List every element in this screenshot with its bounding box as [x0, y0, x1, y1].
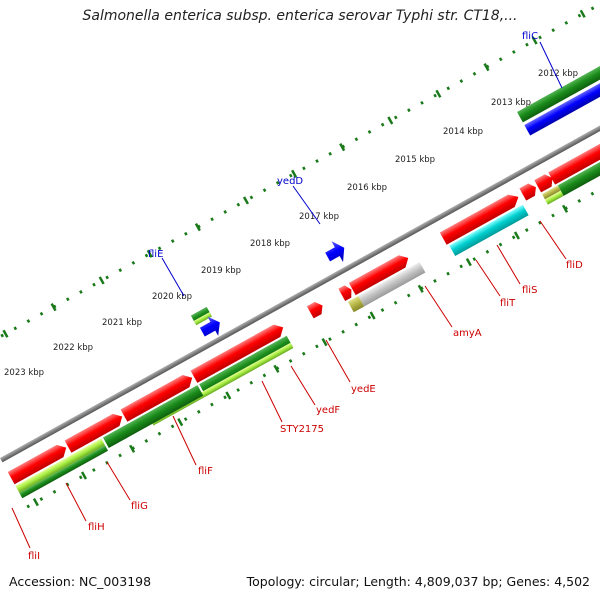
- tick-label-2022: 2022 kbp: [53, 343, 93, 353]
- major-tick: [513, 231, 520, 240]
- label-STY2175[interactable]: STY2175: [280, 424, 324, 435]
- major-tick: [369, 311, 376, 320]
- gene-fliD[interactable]: [548, 125, 600, 197]
- tick-label-2012: 2012 kbp: [538, 69, 578, 79]
- label-fliT[interactable]: fliT: [500, 298, 516, 309]
- label-fliE[interactable]: fliE: [148, 249, 163, 260]
- major-tick: [531, 36, 538, 45]
- tick-label-2016: 2016 kbp: [347, 183, 387, 193]
- tick-label-2017: 2017 kbp: [299, 212, 339, 222]
- major-tick: [579, 9, 586, 18]
- major-tick: [177, 418, 184, 427]
- genome-backbone: [0, 99, 600, 463]
- gene-yedF[interactable]: [338, 282, 365, 313]
- tick-label-2018: 2018 kbp: [250, 239, 290, 249]
- major-tick: [465, 258, 472, 267]
- gene-STY2175[interactable]: [306, 299, 326, 319]
- gene-yedD[interactable]: [322, 237, 350, 267]
- major-tick: [194, 223, 201, 232]
- outer-scale-dots: [0, 5, 597, 367]
- gene-fliI[interactable]: [7, 424, 109, 499]
- label-fliI[interactable]: fliI: [28, 551, 40, 562]
- topology-text: Topology: circular; Length: 4,809,037 bp…: [246, 574, 590, 589]
- gene-fliS[interactable]: [534, 171, 564, 205]
- major-tick: [242, 196, 250, 205]
- major-tick: [435, 89, 442, 98]
- inner-scale-dots: [26, 146, 600, 509]
- gene-fliG[interactable]: [95, 371, 204, 449]
- tick-label-2020: 2020 kbp: [152, 292, 192, 302]
- accession-text: Accession: NC_003198: [9, 574, 152, 589]
- gene-amyA[interactable]: [439, 191, 529, 257]
- gene-fliH[interactable]: [8, 410, 131, 493]
- major-tick: [98, 276, 105, 285]
- label-yedD[interactable]: yedD: [277, 176, 303, 187]
- label-fliG[interactable]: fliG: [131, 501, 148, 512]
- tick-label-2023: 2023 kbp: [4, 368, 44, 378]
- map-title: Salmonella enterica subsp. enterica sero…: [82, 8, 518, 24]
- gene-yedE[interactable]: [348, 248, 426, 307]
- tick-label-2019: 2019 kbp: [201, 266, 241, 276]
- tick-label-2015: 2015 kbp: [395, 155, 435, 165]
- gene-fliE[interactable]: [190, 305, 225, 343]
- major-tick: [225, 391, 232, 400]
- major-tick: [339, 143, 346, 152]
- label-fliC[interactable]: fliC: [522, 31, 538, 42]
- tick-label-2013: 2013 kbp: [491, 98, 531, 108]
- label-fliF[interactable]: fliF: [198, 466, 213, 477]
- label-amyA[interactable]: amyA: [453, 328, 482, 339]
- major-tick: [80, 471, 88, 480]
- major-tick: [32, 498, 39, 507]
- label-fliS[interactable]: fliS: [522, 285, 537, 296]
- label-yedF[interactable]: yedF: [316, 405, 340, 416]
- major-tick: [321, 338, 328, 347]
- gene-fliT[interactable]: [519, 181, 539, 201]
- tick-label-2014: 2014 kbp: [443, 127, 483, 137]
- tick-label-2021: 2021 kbp: [102, 318, 142, 328]
- major-tick: [387, 116, 394, 125]
- label-fliD[interactable]: fliD: [566, 260, 583, 271]
- gene-fliC[interactable]: [517, 58, 600, 136]
- major-tick: [483, 63, 490, 72]
- major-tick: [291, 169, 298, 178]
- label-yedE[interactable]: yedE: [351, 384, 376, 395]
- major-tick: [146, 249, 153, 258]
- label-fliH[interactable]: fliH: [88, 522, 105, 533]
- major-tick: [2, 329, 9, 338]
- major-tick: [50, 303, 57, 312]
